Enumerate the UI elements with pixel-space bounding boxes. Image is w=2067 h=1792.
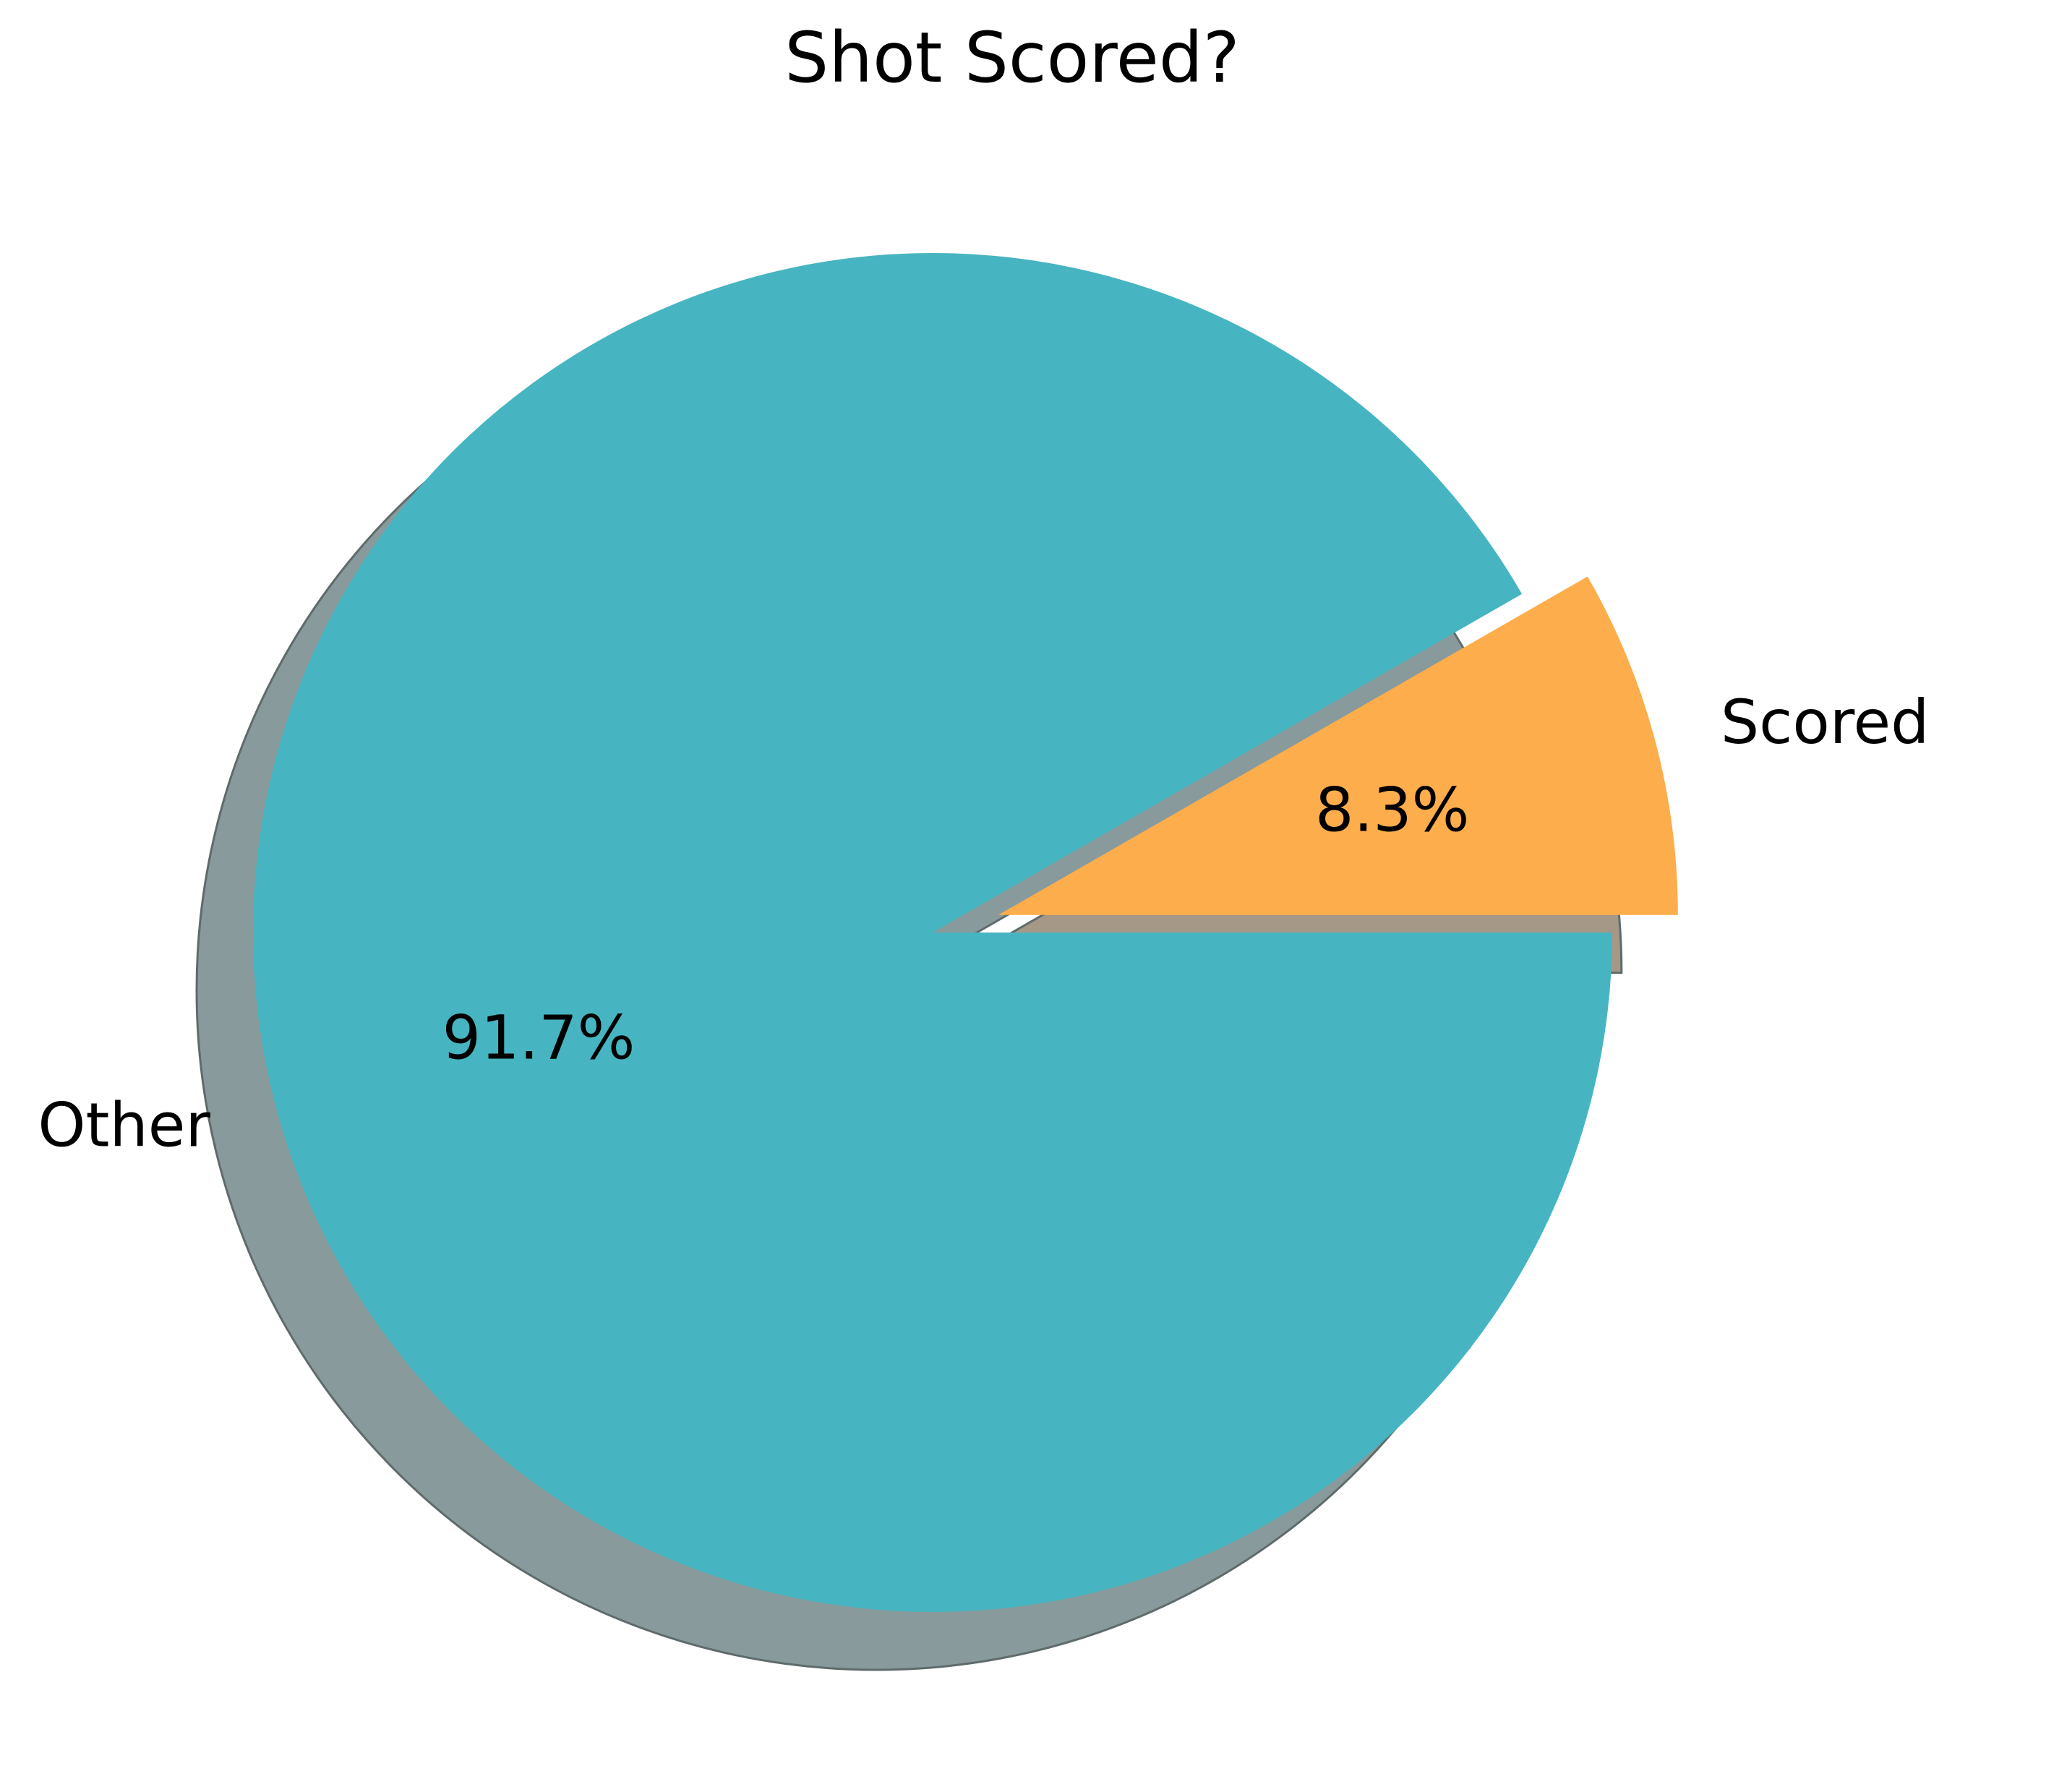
- slice-scored: [998, 576, 1678, 915]
- slice-other: [253, 253, 1612, 1613]
- pct-label-scored: 8.3%: [1315, 774, 1469, 845]
- category-label-scored: Scored: [1721, 687, 1930, 758]
- pie-slices: [253, 253, 1678, 1613]
- slice-labels: 8.3% Scored 91.7% Other: [38, 687, 1929, 1160]
- category-label-other: Other: [38, 1090, 210, 1161]
- pct-label-other: 91.7%: [442, 1002, 635, 1073]
- chart-title: Shot Scored?: [784, 17, 1239, 98]
